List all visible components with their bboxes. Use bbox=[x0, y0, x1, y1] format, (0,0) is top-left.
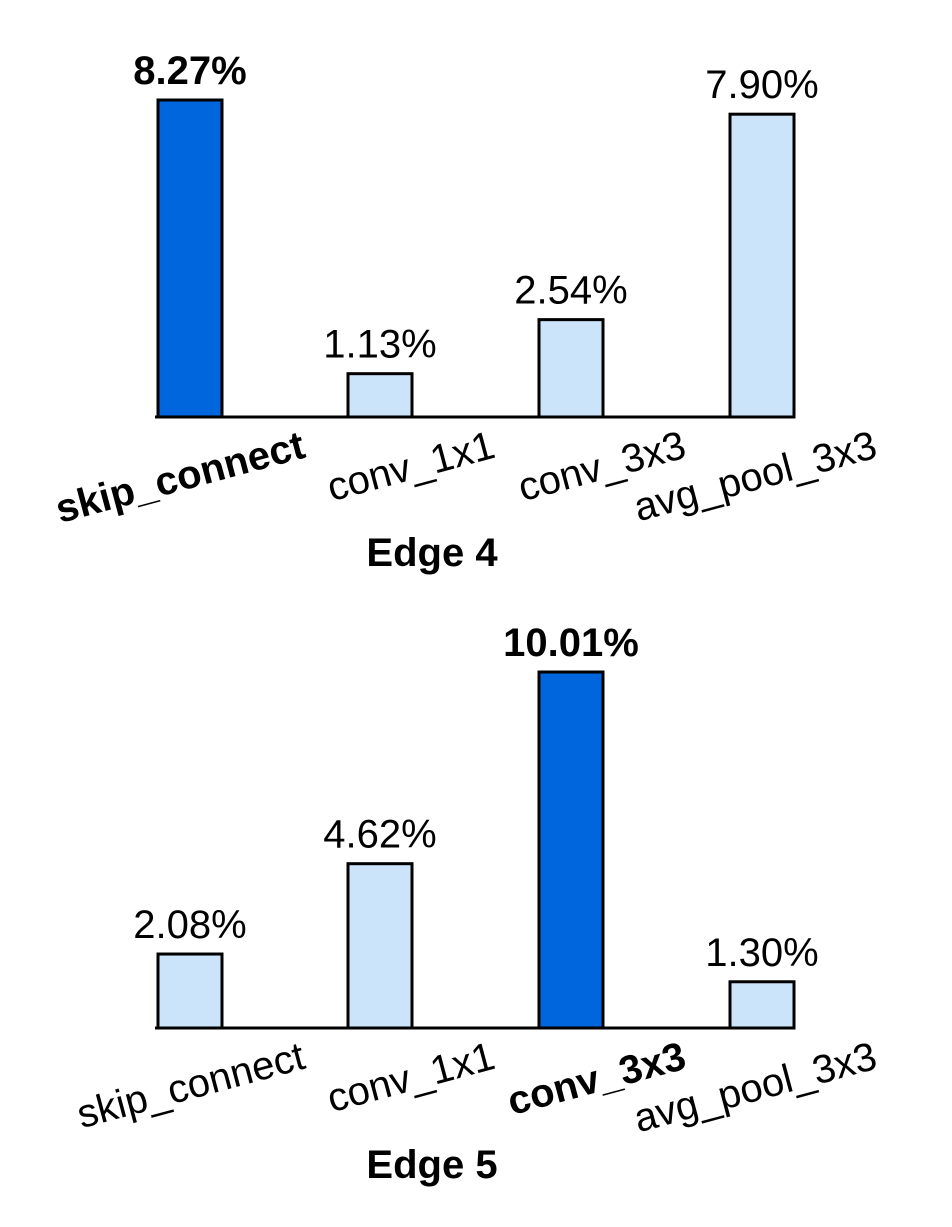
value-label: 2.08% bbox=[133, 903, 246, 947]
bar bbox=[537, 318, 605, 419]
value-label: 1.13% bbox=[323, 323, 436, 367]
bar bbox=[156, 952, 224, 1030]
bar bbox=[346, 372, 414, 419]
chart-title: Edge 5 bbox=[366, 1143, 497, 1187]
bar bbox=[728, 112, 796, 419]
category-label: skip_connect bbox=[51, 423, 309, 532]
value-label: 8.27% bbox=[133, 49, 246, 93]
value-label: 1.30% bbox=[705, 931, 818, 975]
bar bbox=[728, 980, 796, 1030]
category-label: skip_connect bbox=[72, 1034, 309, 1137]
value-label: 4.62% bbox=[323, 813, 436, 857]
value-label: 2.54% bbox=[514, 269, 627, 313]
category-label: conv_1x1 bbox=[323, 1034, 500, 1121]
category-label: conv_1x1 bbox=[323, 423, 500, 510]
bar bbox=[537, 670, 605, 1030]
bar bbox=[156, 98, 224, 419]
value-label: 10.01% bbox=[503, 621, 639, 665]
value-label: 7.90% bbox=[705, 63, 818, 107]
chart-title: Edge 4 bbox=[366, 531, 498, 575]
bar bbox=[346, 862, 414, 1030]
